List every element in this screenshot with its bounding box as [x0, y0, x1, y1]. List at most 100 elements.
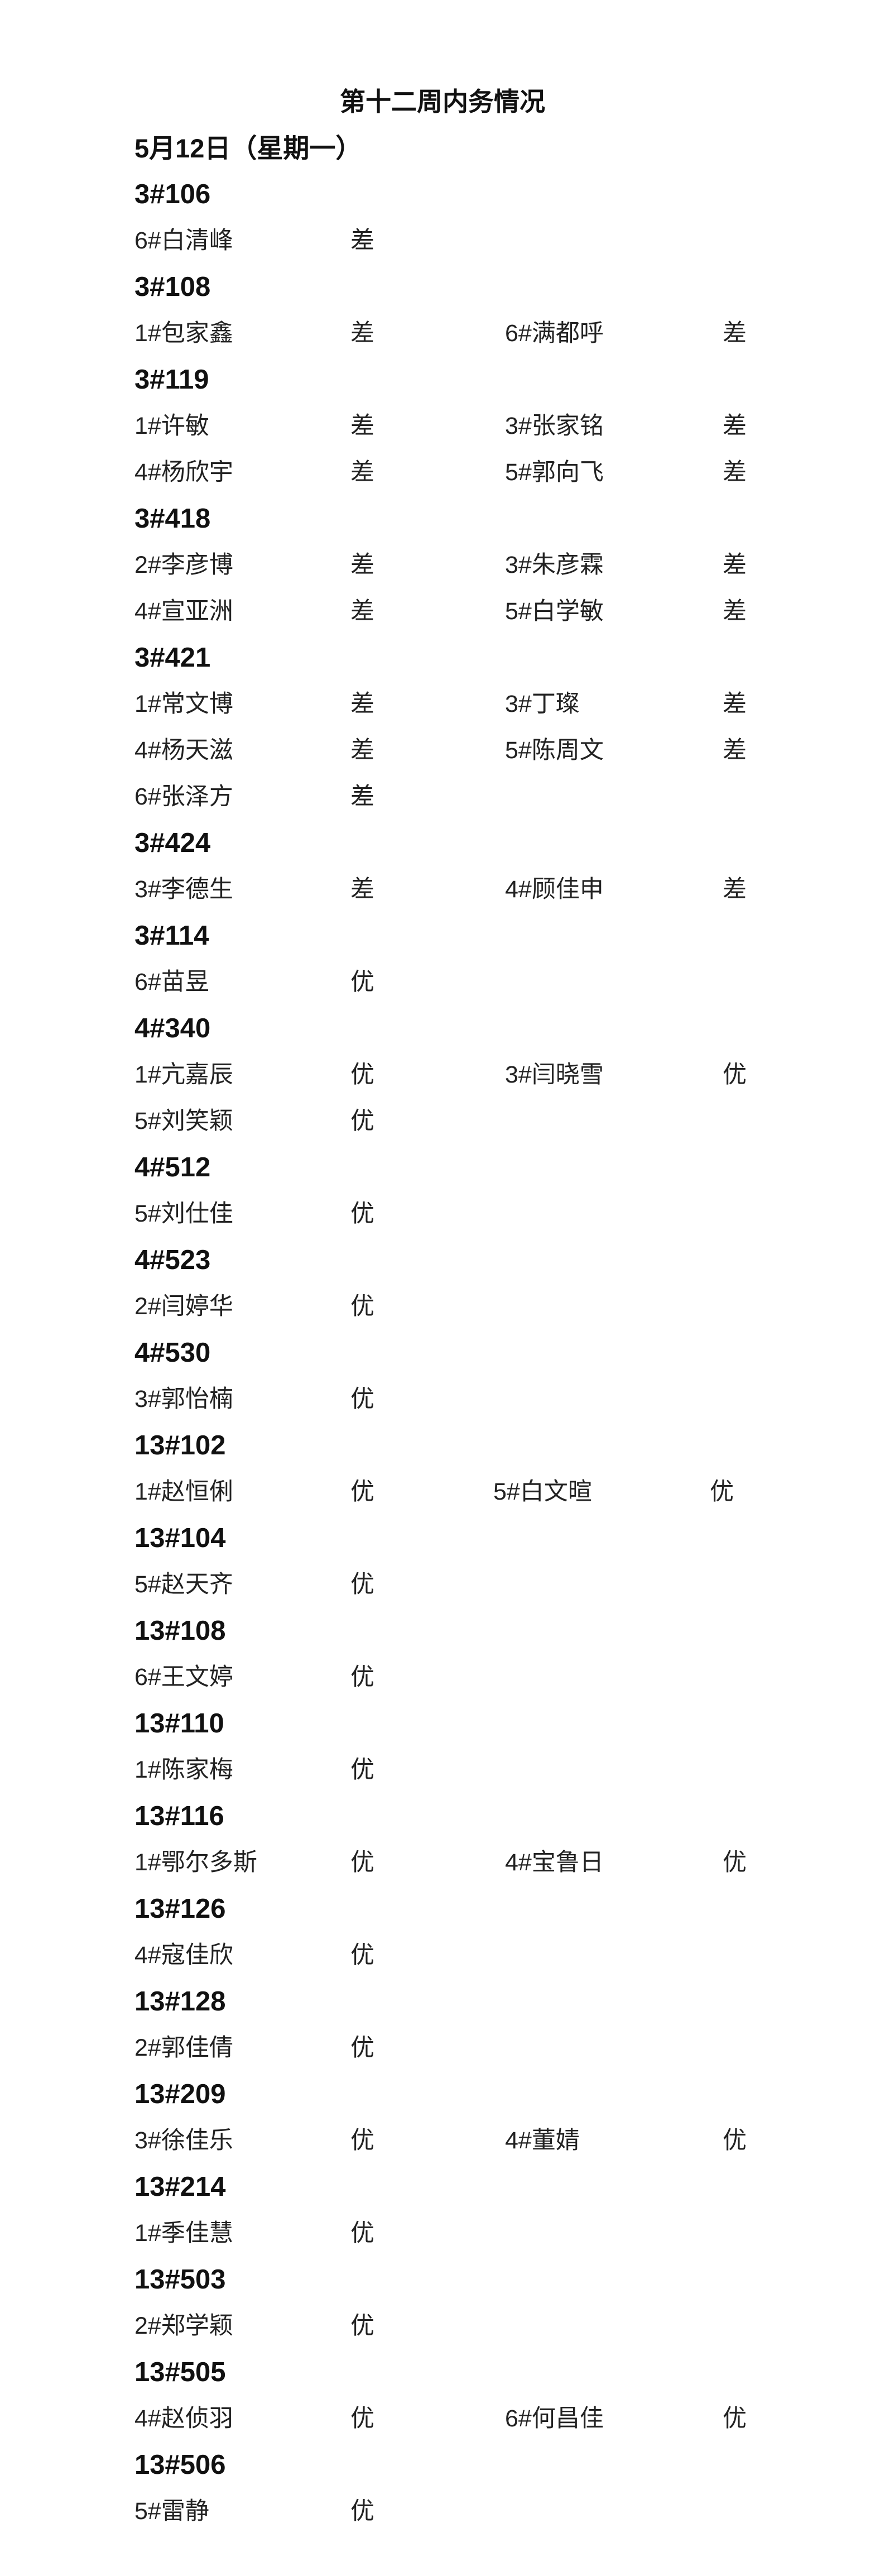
- rating: 优: [350, 1293, 374, 1320]
- student-row: 4#杨天滋 差 5#陈周文 差: [0, 727, 885, 774]
- rating: 差: [723, 413, 747, 439]
- room-section: 4#523 2#闫婷华 优: [0, 1237, 885, 1330]
- student-row: 4#杨欣宇 差 5#郭向飞 差: [0, 449, 885, 496]
- rating: 优: [350, 1571, 374, 1598]
- room-heading: 3#421: [134, 643, 211, 673]
- room-section: 13#126 4#寇佳欣 优: [0, 1886, 885, 1979]
- student-name: 5#陈周文: [505, 737, 604, 764]
- room-heading: 13#505: [134, 2357, 226, 2387]
- rating: 差: [350, 691, 374, 717]
- rating: 差: [350, 783, 374, 810]
- room-section: 13#506 5#雷静 优: [0, 2442, 885, 2535]
- student-row: 5#赵天齐 优: [0, 1562, 885, 1608]
- room-section: 3#108 1#包家鑫 差 6#满都呼 差: [0, 264, 885, 357]
- student-name: 1#季佳慧: [134, 2220, 233, 2247]
- student-name: 6#满都呼: [505, 320, 604, 347]
- rating: 优: [350, 1849, 374, 1876]
- rating: 优: [723, 2405, 747, 2432]
- rating: 差: [350, 876, 374, 903]
- student-name: 4#董婧: [505, 2127, 580, 2154]
- room-heading: 4#340: [134, 1013, 211, 1043]
- room-section: 3#119 1#许敏差 3#张家铭差 4#杨欣宇差 5#郭向飞差: [0, 357, 885, 496]
- student-name: 3#张家铭: [505, 413, 604, 439]
- room-section: 3#418 2#李彦博差 3#朱彦霖差 4#宣亚洲差 5#白学敏差: [0, 496, 885, 635]
- student-row: 2#郭佳倩 优: [0, 2025, 885, 2071]
- room-section: 13#102 1#赵恒俐 优 5#白文暄 优: [0, 1423, 885, 1515]
- student-name: 1#鄂尔多斯: [134, 1849, 257, 1876]
- rating: 优: [723, 1061, 747, 1088]
- student-name: 6#苗昱: [134, 969, 209, 995]
- student-row: 1#许敏 差 3#张家铭 差: [0, 403, 885, 449]
- student-name: 3#徐佳乐: [134, 2127, 233, 2154]
- room-section: 13#104 5#赵天齐 优: [0, 1515, 885, 1608]
- room-heading: 4#530: [134, 1338, 211, 1368]
- rating: 优: [350, 2034, 374, 2061]
- room-section: 3#106 6#白清峰 差: [0, 171, 885, 264]
- student-name: 5#郭向飞: [505, 459, 604, 486]
- room-section: 4#512 5#刘仕佳 优: [0, 1145, 885, 1237]
- room-section: 4#530 3#郭怡楠 优: [0, 1330, 885, 1423]
- student-name: 5#赵天齐: [134, 1571, 233, 1598]
- document: 第十二周内务情况 5月12日（星期一） 3#106 6#白清峰差 3#108 1#包家…: [0, 79, 885, 2535]
- date-heading: 5月12日（星期一）: [134, 133, 362, 163]
- student-name: 1#许敏: [134, 413, 209, 439]
- student-row: 2#郑学颖 优: [0, 2303, 885, 2349]
- student-row: 3#李德生 差 4#顾佳申 差: [0, 866, 885, 913]
- student-row: 3#徐佳乐 优 4#董婧 优: [0, 2118, 885, 2164]
- room-heading: 3#119: [134, 365, 209, 395]
- rating: 差: [723, 691, 747, 717]
- room-heading: 3#424: [134, 828, 211, 858]
- room-heading: 13#116: [134, 1801, 224, 1831]
- rating: 优: [350, 1942, 374, 1969]
- room-heading: 13#110: [134, 1708, 224, 1739]
- rating: 优: [350, 1386, 374, 1413]
- student-name: 4#杨欣宇: [134, 459, 233, 486]
- student-row: 4#寇佳欣 优: [0, 1932, 885, 1979]
- room-section: 13#116 1#鄂尔多斯 优 4#宝鲁日 优: [0, 1793, 885, 1886]
- rating: 差: [350, 737, 374, 764]
- room-heading: 4#523: [134, 1245, 211, 1275]
- student-row: 1#鄂尔多斯 优 4#宝鲁日 优: [0, 1840, 885, 1886]
- rating: 差: [350, 227, 374, 254]
- room-section: 13#503 2#郑学颖 优: [0, 2257, 885, 2349]
- student-name: 3#闫晓雪: [505, 1061, 604, 1088]
- rating: 优: [350, 1478, 374, 1505]
- student-row: 3#郭怡楠 优: [0, 1376, 885, 1423]
- student-name: 4#顾佳申: [505, 876, 604, 903]
- room-heading: 13#214: [134, 2172, 226, 2202]
- student-row: 6#白清峰 差: [0, 218, 885, 264]
- student-name: 4#杨天滋: [134, 737, 233, 764]
- student-name: 4#宝鲁日: [505, 1849, 604, 1876]
- room-section: 3#424 3#李德生 差 4#顾佳申 差: [0, 820, 885, 913]
- student-row: 1#季佳慧 优: [0, 2210, 885, 2257]
- room-heading: 13#102: [134, 1430, 226, 1461]
- student-name: 3#李德生: [134, 876, 233, 903]
- rating: 差: [350, 598, 374, 625]
- room-heading: 3#106: [134, 179, 211, 209]
- student-name: 3#郭怡楠: [134, 1386, 233, 1413]
- rating: 差: [723, 459, 747, 486]
- rating: 优: [350, 2498, 374, 2525]
- room-section: 13#209 3#徐佳乐 优 4#董婧 优: [0, 2071, 885, 2164]
- rating: 差: [350, 320, 374, 347]
- rating: 优: [350, 2405, 374, 2432]
- student-name: 3#丁璨: [505, 691, 580, 717]
- student-name: 6#张泽方: [134, 783, 233, 810]
- sections: 3#106 6#白清峰差 3#108 1#包家鑫差 6#满都呼差 3#119 1#许敏差 3#…: [0, 171, 885, 2535]
- room-section: 4#340 1#亢嘉辰优 3#闫晓雪优 5#刘笑颖优: [0, 1005, 885, 1145]
- student-name: 2#李彦博: [134, 552, 233, 578]
- rating: 差: [723, 876, 747, 903]
- student-name: 5#刘笑颖: [134, 1108, 233, 1134]
- student-row: 1#陈家梅 优: [0, 1747, 885, 1793]
- room-section: 13#505 4#赵侦羽 优 6#何昌佳 优: [0, 2349, 885, 2442]
- rating: 优: [350, 1108, 374, 1134]
- rating: 优: [350, 1756, 374, 1783]
- student-name: 5#白文暄: [493, 1478, 592, 1505]
- student-row: 1#赵恒俐 优 5#白文暄 优: [0, 1469, 885, 1515]
- rating: 差: [350, 459, 374, 486]
- student-row: 1#包家鑫 差 6#满都呼 差: [0, 310, 885, 357]
- student-name: 1#赵恒俐: [134, 1478, 233, 1505]
- room-section: 3#421 1#常文博差 3#丁璨差 4#杨天滋差 5#陈周文差 6#张泽方差: [0, 635, 885, 820]
- room-heading: 13#503: [134, 2264, 226, 2295]
- student-row: 5#雷静 优: [0, 2488, 885, 2535]
